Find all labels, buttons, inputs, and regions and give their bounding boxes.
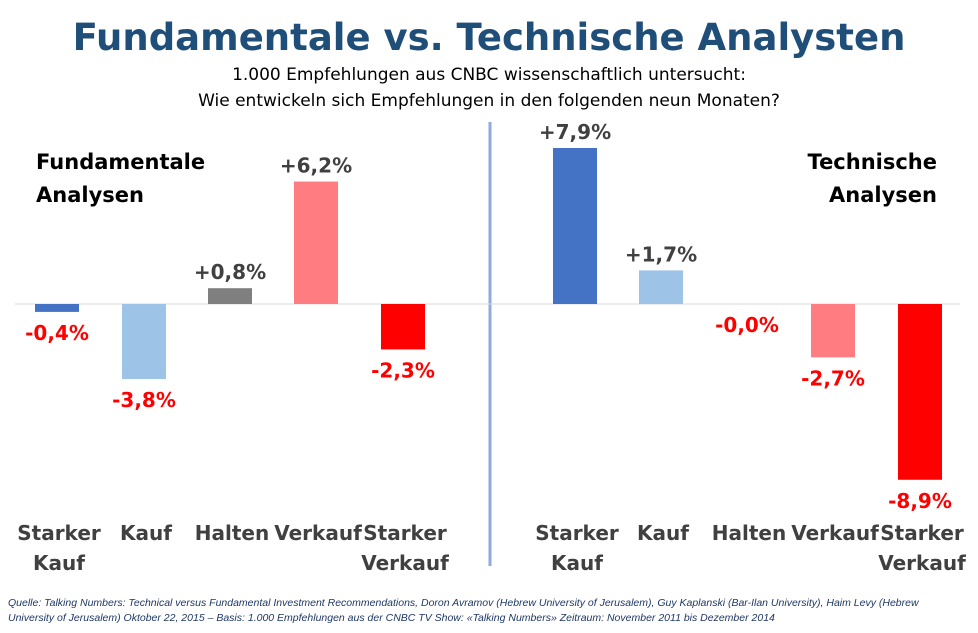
category-label: Verkauf [361, 551, 449, 575]
technical-label-1: Technische [808, 150, 937, 174]
data-label: -8,9% [888, 489, 952, 513]
data-label: +6,2% [280, 154, 352, 178]
bar-technical-1 [639, 270, 683, 304]
bar-technical-0 [553, 147, 597, 304]
bar-fundamental-2 [208, 288, 252, 304]
category-label: Halten [195, 521, 269, 545]
fundamental-label-1: Fundamentale [36, 150, 205, 174]
subtitle-line-2: Wie entwickeln sich Empfehlungen in den … [198, 91, 780, 111]
category-label: Kauf [637, 521, 689, 545]
category-label: Kauf [120, 521, 172, 545]
source-line-1: Quelle: Talking Numbers: Technical versu… [8, 597, 920, 609]
fundamental-label-2: Analysen [36, 183, 144, 207]
bar-technical-3 [811, 304, 855, 358]
bar-fundamental-3 [294, 181, 338, 304]
data-label: -0,0% [715, 313, 779, 337]
data-label: +7,9% [539, 120, 611, 144]
category-label: Kauf [551, 551, 603, 575]
bar-technical-4 [898, 304, 942, 480]
category-label: Verkauf [878, 551, 966, 575]
bar-fundamental-1 [122, 304, 166, 380]
category-label: Starker [880, 521, 964, 545]
category-label: Verkauf [791, 521, 879, 545]
category-label: Starker [17, 521, 101, 545]
category-label: Kauf [33, 551, 85, 575]
data-label: +0,8% [194, 260, 266, 284]
chart-title: Fundamentale vs. Technische Analysten [73, 16, 906, 59]
source-line-2: University of Jerusalem) Oktober 22, 201… [8, 612, 775, 624]
data-label: -0,4% [25, 321, 89, 345]
subtitle-line-1: 1.000 Empfehlungen aus CNBC wissenschaft… [232, 65, 746, 85]
data-label: +1,7% [625, 242, 697, 266]
technical-label-2: Analysen [829, 183, 937, 207]
bar-fundamental-0 [35, 304, 79, 312]
category-label: Starker [363, 521, 447, 545]
data-label: -2,7% [801, 366, 865, 390]
category-label: Starker [535, 521, 619, 545]
category-label: Halten [712, 521, 786, 545]
category-label: Verkauf [274, 521, 362, 545]
bar-fundamental-4 [381, 304, 425, 350]
data-label: -2,3% [371, 358, 435, 382]
data-label: -3,8% [112, 388, 176, 412]
